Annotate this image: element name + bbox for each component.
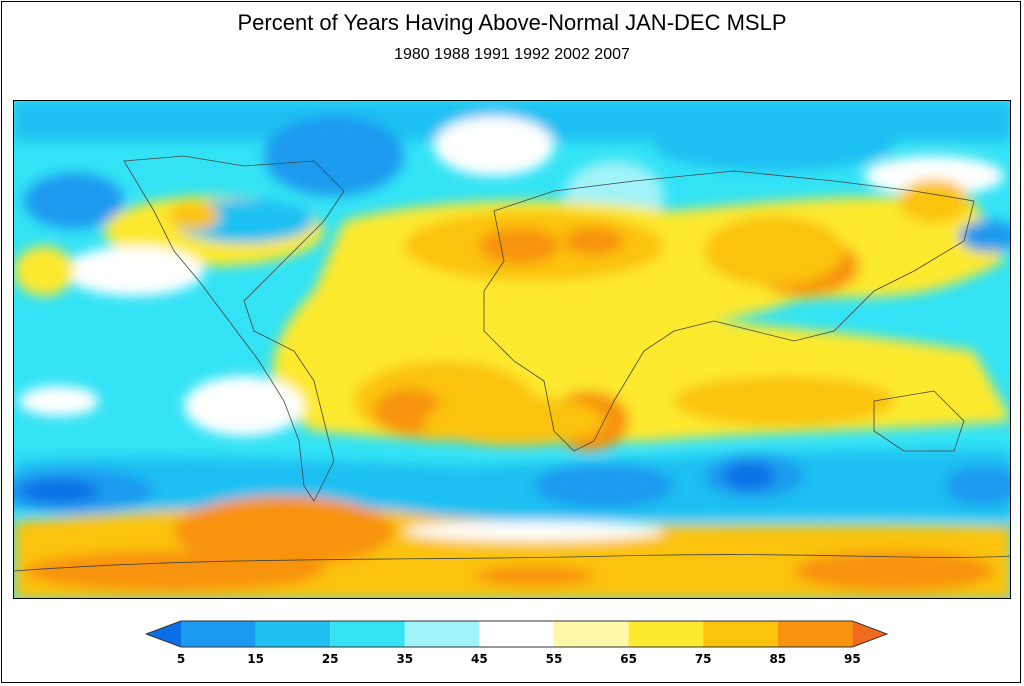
colorbar-tick-95: 95 bbox=[844, 652, 861, 666]
colorbar-bin-85-95 bbox=[777, 621, 853, 647]
colorbar-outline bbox=[144, 620, 889, 648]
map-title: Percent of Years Having Above-Normal JAN… bbox=[237, 10, 787, 35]
colorbar-tick-85: 85 bbox=[769, 652, 787, 666]
colorbar-tick-75: 75 bbox=[694, 652, 712, 666]
map-subtitle: 1980 1988 1991 1992 2002 2007 bbox=[394, 46, 630, 63]
colorbar bbox=[144, 620, 889, 653]
colorbar-tick-65: 65 bbox=[620, 652, 637, 666]
colorbar-bin-45-55 bbox=[479, 621, 554, 647]
colorbar-graphic bbox=[144, 620, 889, 648]
coastlines bbox=[14, 155, 1010, 572]
map-field bbox=[14, 101, 1010, 598]
world-map bbox=[13, 100, 1011, 599]
colorbar-bin-75-85 bbox=[703, 621, 778, 647]
colorbar-bin-5-15 bbox=[181, 621, 256, 647]
colorbar-tick-15: 15 bbox=[247, 652, 264, 666]
colorbar-bin-35-45 bbox=[404, 621, 480, 647]
anomaly-contours bbox=[14, 101, 1010, 598]
colorbar-tick-55: 55 bbox=[545, 652, 563, 666]
colorbar-tick-45: 45 bbox=[471, 652, 488, 666]
colorbar-tick-5: 5 bbox=[176, 652, 186, 666]
colorbar-tick-25: 25 bbox=[321, 652, 339, 666]
colorbar-over-triangle bbox=[852, 621, 887, 647]
colorbar-bin-25-35 bbox=[330, 621, 405, 647]
colorbar-tick-35: 35 bbox=[396, 652, 414, 666]
colorbar-under-triangle bbox=[146, 621, 181, 647]
colorbar-bin-65-75 bbox=[628, 621, 704, 647]
colorbar-bin-55-65 bbox=[554, 621, 629, 647]
colorbar-bin-15-25 bbox=[255, 621, 331, 647]
